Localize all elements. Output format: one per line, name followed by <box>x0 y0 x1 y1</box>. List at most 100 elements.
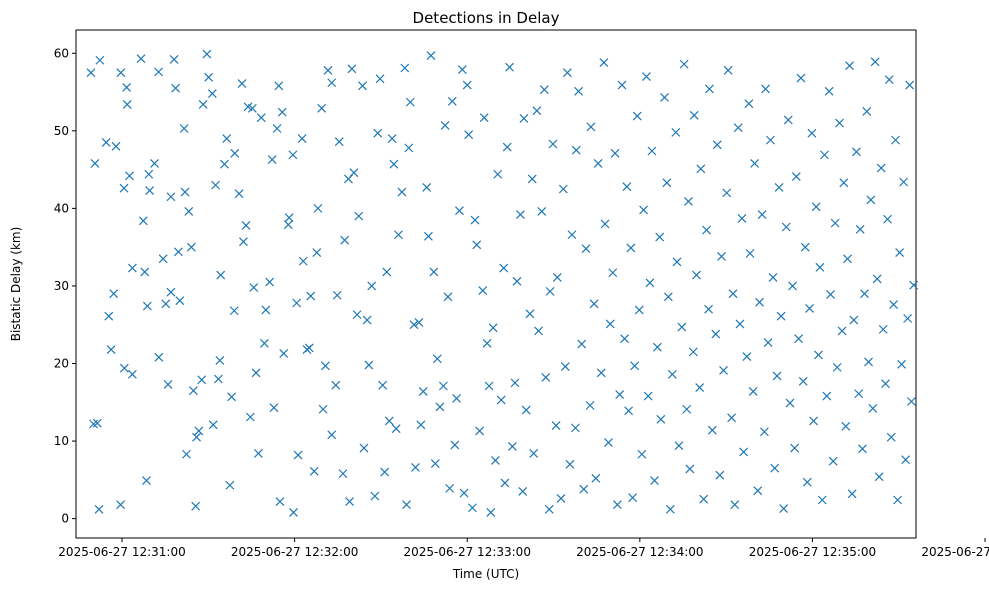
data-point-marker <box>639 205 648 215</box>
data-point-marker <box>745 248 755 258</box>
data-point-marker <box>289 507 298 517</box>
data-point-marker <box>794 334 804 344</box>
data-point-marker <box>820 150 829 160</box>
data-point-marker <box>142 301 152 311</box>
data-point-marker <box>459 488 469 498</box>
data-point-marker <box>154 67 163 77</box>
data-point-marker <box>239 237 248 247</box>
data-point-marker <box>650 476 659 486</box>
data-point-marker <box>384 416 394 426</box>
data-point-marker <box>447 96 457 106</box>
data-point-marker <box>507 442 517 451</box>
data-point-marker <box>788 281 798 291</box>
data-point-marker <box>122 82 132 92</box>
data-point-marker <box>565 459 575 469</box>
data-point-marker <box>161 299 171 309</box>
data-point-marker <box>334 137 344 147</box>
data-point-marker <box>589 299 599 309</box>
data-point-marker <box>560 362 570 372</box>
data-point-marker <box>90 158 100 168</box>
data-point-marker <box>539 85 549 95</box>
data-point-marker <box>527 174 537 184</box>
data-point-marker <box>835 118 844 128</box>
x-axis-label: Time (UTC) <box>452 567 519 581</box>
data-point-marker <box>119 363 129 373</box>
data-point-marker <box>545 286 555 296</box>
data-point-marker <box>763 338 773 347</box>
data-point-marker <box>845 61 854 71</box>
data-point-marker <box>878 324 888 334</box>
data-point-marker <box>116 68 126 78</box>
data-point-marker <box>830 218 840 228</box>
data-point-marker <box>608 268 618 278</box>
data-point-marker <box>445 483 455 493</box>
data-point-marker <box>796 73 806 83</box>
data-point-marker <box>411 462 420 472</box>
data-point-marker <box>858 444 867 454</box>
data-point-marker <box>194 426 204 436</box>
data-point-marker <box>202 49 212 59</box>
data-point-marker <box>404 143 414 153</box>
data-point-marker <box>552 272 562 282</box>
data-point-marker <box>253 449 263 458</box>
data-point-marker <box>828 456 838 466</box>
data-point-marker <box>127 263 137 273</box>
data-point-marker <box>730 500 740 510</box>
data-point-marker <box>909 280 919 290</box>
data-point-marker <box>628 493 638 503</box>
data-point-marker <box>197 375 207 385</box>
y-tick-label: 20 <box>54 356 69 370</box>
data-point-marker <box>154 352 164 362</box>
data-point-marker <box>699 494 709 504</box>
data-point-marker <box>86 68 96 78</box>
data-point-marker <box>702 225 711 235</box>
data-point-marker <box>175 296 185 306</box>
data-point-marker <box>577 339 587 349</box>
scatter-points <box>86 49 919 517</box>
data-point-marker <box>586 122 596 132</box>
data-point-marker <box>496 395 506 405</box>
data-point-marker <box>800 242 810 252</box>
data-point-marker <box>405 97 415 107</box>
data-point-marker <box>284 213 294 223</box>
data-point-marker <box>234 189 244 199</box>
data-point-marker <box>605 319 615 329</box>
data-point-marker <box>502 142 512 152</box>
data-point-marker <box>418 386 428 396</box>
data-point-marker <box>125 171 134 181</box>
data-point-marker <box>776 311 786 321</box>
data-point-marker <box>166 287 176 297</box>
data-point-marker <box>679 59 689 69</box>
data-point-marker <box>574 86 583 96</box>
data-point-marker <box>358 81 367 91</box>
data-point-marker <box>380 467 390 477</box>
data-point-marker <box>457 65 467 74</box>
data-point-marker <box>475 426 485 436</box>
data-point-marker <box>537 207 547 216</box>
data-point-marker <box>510 378 520 388</box>
data-point-marker <box>188 386 198 396</box>
data-point-marker <box>332 290 342 300</box>
data-point-marker <box>306 291 316 301</box>
data-point-marker <box>256 113 266 123</box>
data-point-marker <box>868 404 878 413</box>
data-point-marker <box>119 183 129 193</box>
data-point-marker <box>414 317 424 327</box>
data-point-marker <box>512 276 522 286</box>
y-tick-label: 30 <box>54 279 69 293</box>
data-point-marker <box>599 58 609 67</box>
data-point-marker <box>180 187 190 197</box>
data-point-marker <box>182 449 191 459</box>
data-point-marker <box>617 80 627 90</box>
data-point-marker <box>839 178 849 188</box>
data-point-marker <box>610 148 620 158</box>
data-point-marker <box>854 389 864 399</box>
y-tick-label: 0 <box>61 512 69 526</box>
data-point-marker <box>596 368 606 378</box>
data-point-marker <box>106 345 116 354</box>
data-point-marker <box>462 80 472 90</box>
data-point-marker <box>169 55 179 64</box>
data-point-marker <box>585 400 595 410</box>
data-point-marker <box>728 289 738 299</box>
